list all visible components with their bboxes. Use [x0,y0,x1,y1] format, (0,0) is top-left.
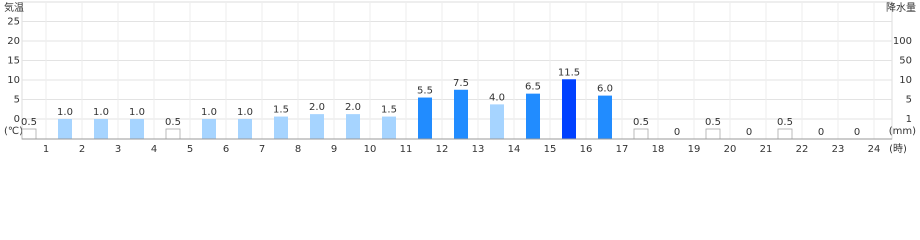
value-label: 11.5 [558,67,580,78]
y-tick-label: 10 [7,75,20,86]
bar [454,89,468,139]
x-tick-label: 10 [364,144,377,155]
bar [382,116,396,139]
bar [310,114,324,139]
bar [274,116,288,139]
bar [418,97,432,139]
left-axis-unit: (℃) [4,126,23,137]
y-tick-label: 5 [14,95,20,106]
y2-tick-label: 5 [906,95,912,106]
x-tick-label: 21 [760,144,773,155]
value-label: 4.0 [489,92,505,103]
value-label: 0 [854,127,860,138]
bar [490,104,504,139]
y-tick-label: 0 [14,114,20,125]
x-tick-label: 22 [796,144,809,155]
y2-tick-label: 1 [906,114,912,125]
bar [705,128,721,140]
x-tick-label: 24 [868,144,881,155]
x-axis-unit: (時) [889,143,907,155]
bar [130,119,144,139]
value-label: 7.5 [453,78,469,89]
value-label: 2.0 [345,102,361,113]
value-label: 1.5 [273,105,289,116]
bar [58,119,72,139]
x-tick-label: 23 [832,144,845,155]
x-tick-label: 13 [472,144,485,155]
value-label: 0 [818,127,824,138]
bar [633,128,649,140]
value-label: 6.0 [597,84,613,95]
bar [165,128,181,140]
x-tick-label: 16 [580,144,593,155]
x-tick-label: 11 [400,144,413,155]
y2-tick-label: 50 [899,56,912,67]
chart: 気温 (℃) 降水量 (mm) (時) 10050105125201510501… [4,1,916,155]
value-label: 5.5 [417,86,433,97]
x-tick-label: 18 [652,144,665,155]
value-label: 0 [674,127,680,138]
x-tick-label: 7 [259,144,265,155]
x-tick-label: 9 [331,144,337,155]
value-label: 0.5 [165,117,181,128]
value-label: 1.0 [129,107,145,118]
value-label: 0 [746,127,752,138]
bar [202,119,216,139]
x-tick-label: 6 [223,144,229,155]
y-tick-label: 15 [7,56,20,67]
value-label: 1.0 [237,107,253,118]
value-label: 1.5 [381,105,397,116]
x-tick-label: 4 [151,144,157,155]
value-label: 1.0 [201,107,217,118]
bar [562,79,576,139]
bar [526,93,540,139]
bar [777,128,793,140]
y-tick-label: 25 [7,17,20,28]
value-label: 2.0 [309,102,325,113]
x-tick-label: 12 [436,144,449,155]
bar [21,128,37,140]
x-tick-label: 3 [115,144,121,155]
x-tick-label: 19 [688,144,701,155]
value-label: 0.5 [21,117,37,128]
y2-tick-label: 100 [893,36,912,47]
x-tick-label: 15 [544,144,557,155]
x-tick-label: 8 [295,144,301,155]
left-axis-title: 気温 [4,1,24,14]
x-tick-label: 2 [79,144,85,155]
right-axis-unit: (mm) [889,126,916,137]
value-label: 1.0 [93,107,109,118]
value-label: 0.5 [633,117,649,128]
bar [94,119,108,139]
x-tick-label: 20 [724,144,737,155]
y-tick-label: 20 [7,36,20,47]
bar [346,114,360,139]
bar [238,119,252,139]
value-label: 0.5 [777,117,793,128]
x-tick-label: 14 [508,144,521,155]
value-label: 6.5 [525,82,541,93]
y2-tick-label: 10 [899,75,912,86]
value-label: 1.0 [57,107,73,118]
x-tick-label: 1 [43,144,49,155]
value-label: 0.5 [705,117,721,128]
right-axis-title: 降水量 [886,1,916,14]
bar [598,95,612,139]
x-tick-label: 17 [616,144,629,155]
x-tick-label: 5 [187,144,193,155]
